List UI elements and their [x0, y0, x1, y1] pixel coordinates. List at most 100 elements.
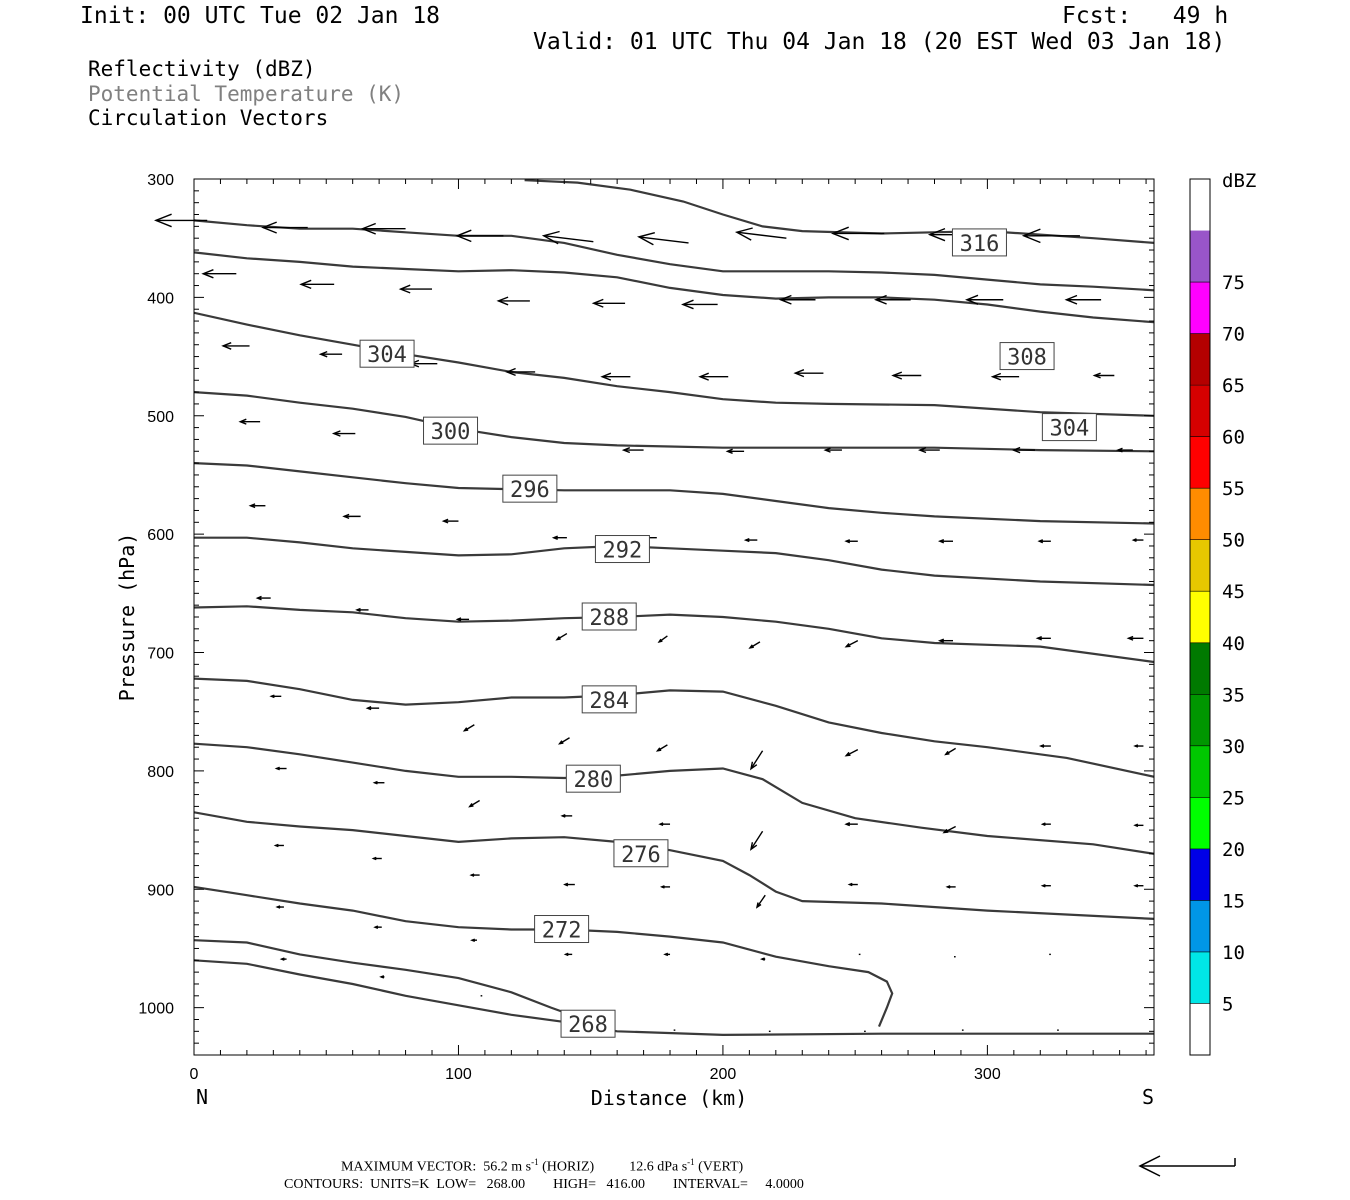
circulation-vector: [830, 226, 885, 241]
contour-284: [194, 677, 1154, 778]
contour-label-box: [423, 416, 479, 445]
contour-labels: 268 272 276 280 284 288 292 296 300 304 304 308 316: [359, 228, 1097, 1038]
circulation-vector: [1040, 883, 1051, 888]
colorbar-label: 10: [1222, 942, 1245, 964]
circulation-vector: [874, 294, 911, 305]
circulation-vector: [408, 359, 438, 368]
circulation-vector: [1133, 883, 1144, 888]
circulation-vector: [658, 822, 671, 827]
colorbar-label: 15: [1222, 890, 1245, 912]
circulation-vector: [1131, 538, 1144, 542]
circulation-vector: [937, 538, 954, 544]
contour-label-box: [951, 228, 1007, 257]
contour-label-box: [999, 342, 1055, 371]
colorbar-label: 50: [1222, 530, 1245, 552]
vert-exponent: -1: [687, 1157, 695, 1167]
x-tick-label: 200: [710, 1066, 737, 1083]
circulation-vector: [823, 447, 842, 453]
circulation-vector: [248, 503, 266, 509]
circulation-vector: [468, 799, 480, 808]
contour-label-box: [502, 474, 558, 503]
contour-label: 284: [589, 689, 629, 714]
circulation-vector: [255, 595, 271, 601]
colorbar-segment: [1190, 694, 1210, 746]
circulation-vector: [778, 294, 816, 305]
contour-label: 304: [367, 343, 407, 368]
y-tick-label: 500: [147, 409, 174, 426]
circulation-vector: [221, 342, 250, 350]
contour-label-box: [1041, 413, 1097, 442]
circulation-vector: [600, 372, 631, 381]
colorbar-label: 20: [1222, 839, 1245, 861]
contour-276: [194, 811, 1154, 920]
contour-label: 276: [621, 843, 661, 868]
colorbar-segment: [1190, 642, 1210, 695]
colorbar-label: 35: [1222, 684, 1245, 706]
colorbar-label: 30: [1222, 736, 1245, 758]
circulation-vector: [1126, 635, 1144, 641]
contours-info: CONTOURS: UNITS=K LOW= 268.00 HIGH= 416.…: [284, 1177, 804, 1192]
plot-frame: [193, 178, 1155, 1056]
colorbar-label: 70: [1222, 324, 1245, 346]
circulation-vector: [238, 418, 261, 425]
colorbar-segment: [1190, 282, 1210, 334]
circulation-vector: [637, 232, 689, 246]
circulation-vector: [470, 938, 477, 942]
circulation-vectors: [154, 213, 1144, 1033]
contour-280: [194, 742, 1154, 855]
horiz-value: 56.2 m s: [483, 1159, 532, 1175]
forecast-hour: Fcst: 49 h: [1062, 3, 1229, 29]
contour-268: [194, 939, 578, 1019]
circulation-vector: [965, 294, 1004, 305]
circulation-vector: [698, 372, 729, 381]
circulation-vector: [734, 227, 787, 241]
circulation-vector: [759, 957, 766, 961]
y-tick-label: 300: [147, 172, 174, 189]
reference-vector-icon: [1138, 1155, 1236, 1177]
colorbar-segment: [1190, 797, 1210, 849]
contour-label-box: [359, 339, 415, 368]
circulation-vector: [365, 706, 380, 711]
circulation-vector: [1037, 539, 1051, 544]
circulation-vector: [551, 535, 567, 540]
vert-tag: (VERT): [694, 1159, 744, 1175]
circulation-vector: [659, 885, 671, 889]
circulation-vector: [749, 750, 764, 771]
y-axis-title: Pressure (hPa): [115, 533, 139, 702]
contour-label: 300: [431, 420, 471, 445]
colorbar-segment: [1190, 333, 1210, 386]
contour-label: 288: [589, 606, 629, 631]
circulation-vector: [1038, 744, 1051, 748]
circulation-vector: [591, 298, 626, 308]
colorbar-segment: [1190, 179, 1210, 231]
circulation-vector: [563, 952, 573, 957]
colorbar-segment: [1190, 436, 1210, 489]
contour-label: 272: [542, 919, 582, 944]
x-tick-label: 300: [974, 1066, 1001, 1083]
contour-label: 280: [573, 768, 613, 793]
circulation-vector: [557, 737, 570, 745]
contour-label: 304: [1049, 417, 1089, 442]
colorbar-label: 65: [1222, 375, 1245, 397]
circulation-vector: [563, 882, 575, 887]
circulation-vector: [318, 350, 343, 358]
circulation-vector: [657, 635, 668, 643]
colorbar-segment: [1190, 951, 1210, 1004]
circulation-vector: [1021, 228, 1080, 244]
circulation-vector: [945, 885, 956, 889]
circulation-vector: [560, 814, 573, 818]
circulation-vector: [1115, 447, 1133, 453]
legend-reflectivity: Reflectivity (dBZ): [88, 57, 316, 81]
colorbar-unit: dBZ: [1222, 170, 1256, 192]
circulation-vector: [621, 447, 644, 454]
circulation-vector: [299, 279, 335, 290]
circulation-vector: [1064, 294, 1102, 305]
colorbar-label: 55: [1222, 478, 1245, 500]
circulation-vector: [201, 269, 237, 279]
circulation-vector: [663, 952, 671, 957]
circulation-vector: [462, 724, 475, 732]
contour-label-box: [565, 764, 621, 793]
circulation-vector: [1092, 372, 1115, 379]
potential-temperature-contours: [194, 179, 1154, 1037]
